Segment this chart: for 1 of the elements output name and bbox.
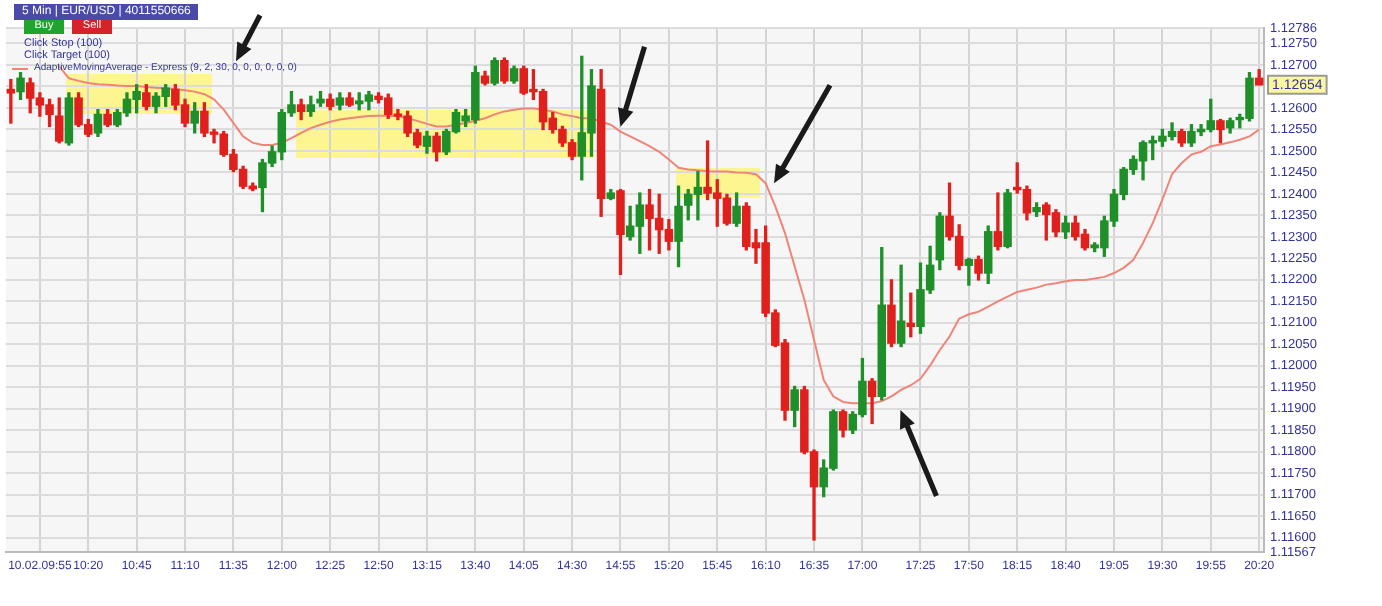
candlestick (964, 257, 974, 286)
